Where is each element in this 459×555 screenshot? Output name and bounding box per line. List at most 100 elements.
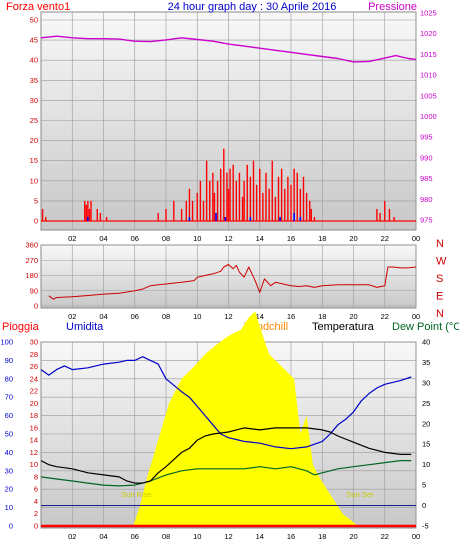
y-tick-label: 5	[34, 196, 38, 205]
x-tick-label: 04	[99, 312, 107, 321]
x-tick-label: 14	[256, 532, 264, 541]
x-tick-label: 12	[224, 234, 232, 243]
x-tick-label: 18	[318, 234, 326, 243]
y-axis-right: 975 980 985 990 995 1000 1005 1010 1015 1020 1025	[420, 9, 437, 225]
y-tick-label: 270	[25, 256, 38, 265]
x-tick-label: 02	[68, 532, 76, 541]
compass-label: N	[436, 308, 444, 320]
x-tick-label: 18	[318, 312, 326, 321]
y-tick-label: 35	[30, 76, 38, 85]
y-tick-label: 60	[5, 411, 13, 420]
y-tick-label: 995	[420, 133, 433, 142]
y-tick-label: 1005	[420, 91, 437, 100]
y-tick-label: 100	[0, 338, 13, 347]
y-tick-label: 0	[34, 522, 38, 531]
y-axis-humidity: 0 10 20 30 40 50 60 70 80 90 100	[0, 338, 13, 531]
x-tick-label: 14	[256, 234, 264, 243]
dewpoint-label: Dew Point (°C	[392, 321, 459, 333]
x-tick-label: 02	[68, 312, 76, 321]
series-marks	[48, 264, 417, 300]
x-tick-label: 16	[287, 234, 295, 243]
x-tick-label: 16	[287, 532, 295, 541]
series-marks: Sun Rise Sun Set	[40, 311, 416, 528]
y-tick-label: 4	[34, 497, 38, 506]
x-tick-label: 08	[162, 234, 170, 243]
y-tick-label: 980	[420, 195, 433, 204]
humidity-line	[40, 356, 412, 450]
y-tick-label: 26	[30, 362, 38, 371]
left-series-label: Forza vento1	[6, 1, 70, 13]
y-tick-label: 10	[5, 503, 13, 512]
y-tick-label: 50	[5, 430, 13, 439]
y-tick-label: 25	[30, 116, 38, 125]
dewpoint-line	[40, 460, 412, 487]
panel-temperature-humidity: Pioggia Umidita Windchill Temperatura De…	[0, 311, 459, 541]
x-tick-label: 06	[131, 532, 139, 541]
y-tick-label: 35	[422, 358, 430, 367]
compass-label: W	[436, 256, 447, 268]
y-tick-label: 28	[30, 350, 38, 359]
y-tick-label: 360	[25, 241, 38, 250]
gridlines	[41, 244, 417, 308]
y-tick-label: 0	[34, 217, 38, 226]
temperature-label: Temperatura	[312, 321, 375, 333]
y-tick-label: 16	[30, 423, 38, 432]
y-tick-label: 20	[30, 136, 38, 145]
y-tick-label: 1015	[420, 50, 437, 59]
x-tick-label: 00	[412, 532, 420, 541]
y-tick-label: 40	[5, 448, 13, 457]
y-axis-left: 0 90 180 270 360	[25, 241, 38, 311]
y-tick-label: 50	[30, 16, 38, 25]
y-tick-label: 70	[5, 393, 13, 402]
y-tick-label: 1020	[420, 29, 437, 38]
y-tick-label: 6	[34, 485, 38, 494]
y-tick-label: 1010	[420, 71, 437, 80]
x-tick-label: 20	[349, 532, 357, 541]
x-tick-label: 22	[381, 532, 389, 541]
compass-label: S	[436, 273, 443, 285]
x-tick-label: 18	[318, 532, 326, 541]
y-tick-label: 30	[30, 96, 38, 105]
chart-title: 24 hour graph day : 30 Aprile 2016	[168, 1, 337, 13]
y-tick-label: 10	[30, 460, 38, 469]
x-tick-label: 10	[193, 234, 201, 243]
sun-annotation: Sun Set	[346, 490, 374, 499]
x-tick-label: 16	[287, 312, 295, 321]
y-tick-label: 90	[5, 356, 13, 365]
x-tick-label: 00	[412, 312, 420, 321]
y-tick-label: 80	[5, 374, 13, 383]
y-tick-label: 990	[420, 153, 433, 162]
y-tick-label: 0	[9, 522, 13, 531]
x-tick-label: 10	[193, 312, 201, 321]
y-tick-label: 1000	[420, 112, 437, 121]
x-tick-label: 20	[349, 312, 357, 321]
x-tick-label: 04	[99, 234, 107, 243]
y-tick-label: 10	[422, 460, 430, 469]
sun-annotation: Sun Rise	[121, 490, 151, 499]
y-tick-label: 975	[420, 216, 433, 225]
temperature-line	[40, 427, 412, 484]
y-tick-label: 20	[5, 485, 13, 494]
x-axis: 02 04 06 08 10 12 14 16 18 20 22 00	[68, 234, 420, 243]
x-tick-label: 04	[99, 532, 107, 541]
y-tick-label: -5	[422, 522, 429, 531]
x-tick-label: 14	[256, 312, 264, 321]
y-axis-left: 0 5 10 15 20 25 30 35 40 45 50	[30, 16, 38, 226]
y-tick-label: 30	[5, 466, 13, 475]
x-tick-label: 06	[131, 312, 139, 321]
wind-direction-line	[48, 264, 417, 300]
y-tick-label: 18	[30, 411, 38, 420]
y-tick-label: 1025	[420, 9, 437, 18]
x-tick-label: 00	[412, 234, 420, 243]
y-tick-label: 15	[30, 156, 38, 165]
y-tick-label: 30	[30, 338, 38, 347]
y-tick-label: 2	[34, 509, 38, 518]
x-tick-label: 10	[193, 532, 201, 541]
y-tick-label: 10	[30, 176, 38, 185]
y-tick-label: 90	[30, 286, 38, 295]
y-tick-label: 8	[34, 472, 38, 481]
